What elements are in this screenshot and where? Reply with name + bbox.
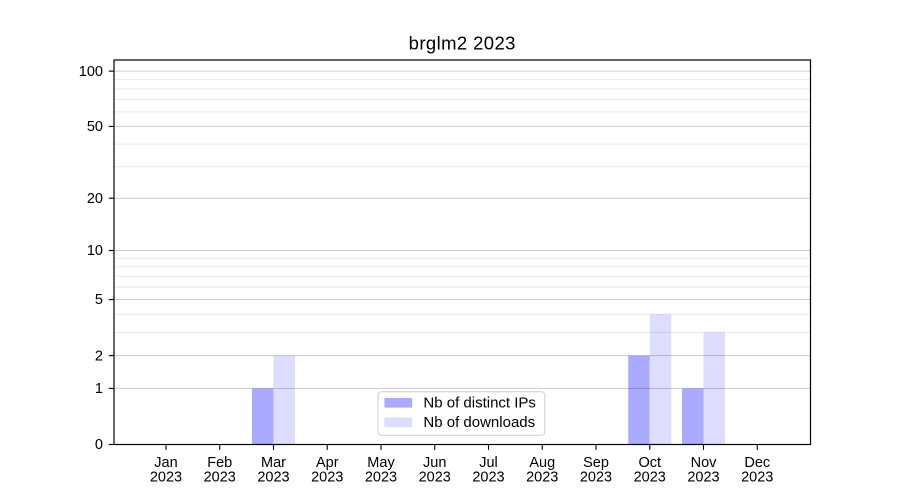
svg-text:0: 0 [95, 437, 103, 453]
svg-text:brglm2 2023: brglm2 2023 [409, 33, 516, 54]
svg-text:2: 2 [95, 348, 103, 364]
svg-text:100: 100 [79, 64, 103, 80]
svg-text:1: 1 [95, 381, 103, 397]
svg-text:Nb of downloads: Nb of downloads [423, 414, 535, 431]
svg-text:5: 5 [95, 292, 103, 308]
svg-text:50: 50 [87, 119, 103, 135]
svg-text:10: 10 [87, 243, 103, 259]
svg-text:Nb of distinct IPs: Nb of distinct IPs [423, 395, 536, 412]
svg-text:20: 20 [87, 191, 103, 207]
